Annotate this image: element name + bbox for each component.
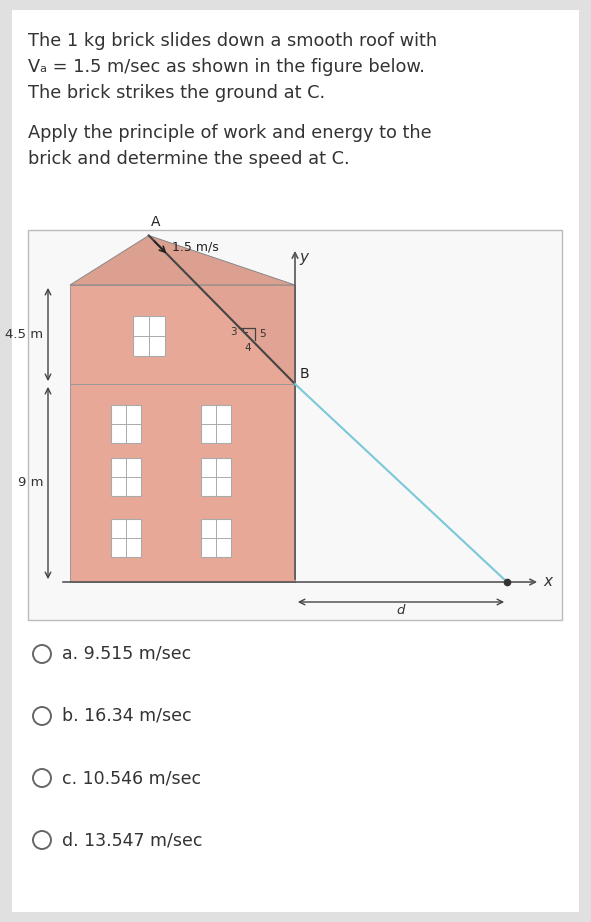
Text: B: B: [300, 367, 310, 381]
Text: A: A: [151, 215, 160, 229]
Text: 4: 4: [244, 343, 251, 352]
Text: c. 10.546 m/sec: c. 10.546 m/sec: [62, 769, 201, 787]
Text: 4.5 m: 4.5 m: [5, 328, 43, 341]
Bar: [202, 458, 231, 496]
Text: d. 13.547 m/sec: d. 13.547 m/sec: [62, 831, 203, 849]
Text: Vₐ = 1.5 m/sec as shown in the figure below.: Vₐ = 1.5 m/sec as shown in the figure be…: [28, 58, 425, 76]
Text: b. 16.34 m/sec: b. 16.34 m/sec: [62, 707, 191, 725]
Bar: [202, 519, 231, 558]
Text: x: x: [543, 574, 552, 589]
Text: The brick strikes the ground at C.: The brick strikes the ground at C.: [28, 84, 325, 102]
Polygon shape: [70, 235, 295, 285]
Text: Apply the principle of work and energy to the: Apply the principle of work and energy t…: [28, 124, 431, 142]
Text: 5: 5: [259, 328, 266, 338]
Text: brick and determine the speed at C.: brick and determine the speed at C.: [28, 150, 350, 168]
Bar: [70, 384, 295, 582]
Text: The 1 kg brick slides down a smooth roof with: The 1 kg brick slides down a smooth roof…: [28, 32, 437, 50]
Bar: [202, 405, 231, 443]
Text: a. 9.515 m/sec: a. 9.515 m/sec: [62, 645, 191, 663]
Text: 1.5 m/s: 1.5 m/s: [172, 241, 219, 254]
Polygon shape: [149, 235, 295, 384]
Text: 3: 3: [230, 327, 236, 337]
Text: d: d: [397, 604, 405, 617]
Bar: [133, 316, 165, 357]
Bar: [111, 519, 141, 558]
Text: 9 m: 9 m: [18, 477, 43, 490]
Text: y: y: [299, 250, 308, 265]
Bar: [111, 405, 141, 443]
Bar: [28, 230, 562, 620]
Bar: [70, 285, 295, 384]
Bar: [111, 458, 141, 496]
